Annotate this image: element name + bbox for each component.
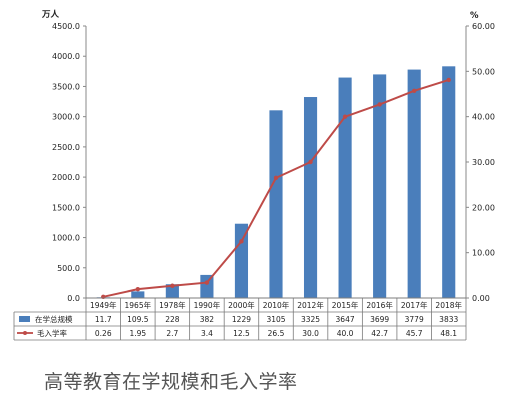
rate-value-cell: 3.4: [201, 329, 213, 338]
right-axis-unit: %: [470, 11, 479, 21]
right-axis-tick-label: 40.00: [472, 113, 495, 122]
chart-caption: 高等教育在学规模和毛入学率: [44, 371, 298, 393]
x-axis-category-label: 1978年: [159, 300, 186, 310]
rate-value-cell: 26.5: [268, 329, 285, 338]
bar-value-cell: 11.7: [95, 315, 112, 324]
rate-value-cell: 30.0: [302, 329, 319, 338]
x-axis-category-label: 2012年: [297, 300, 324, 310]
rate-value-cell: 2.7: [166, 329, 178, 338]
bar: [165, 284, 179, 298]
bar: [407, 69, 421, 298]
bar: [200, 274, 214, 298]
left-axis-tick-label: 3000.0: [52, 113, 80, 122]
rate-value-cell: 48.1: [440, 329, 457, 338]
bar-value-cell: 3779: [405, 315, 424, 324]
rate-point: [204, 280, 210, 285]
rate-value-cell: 0.26: [95, 329, 112, 338]
rate-value-cell: 40.0: [337, 329, 354, 338]
left-axis-tick-label: 500.0: [57, 264, 80, 273]
x-axis-category-label: 2000年: [228, 300, 255, 310]
right-axis-tick-label: 50.00: [472, 67, 495, 76]
bar: [131, 291, 145, 298]
left-axis-tick-label: 4000.0: [52, 52, 80, 61]
right-axis-tick-label: 10.00: [472, 249, 495, 258]
rate-point: [411, 88, 417, 94]
left-axis-tick-label: 2000.0: [52, 173, 80, 182]
right-axis-tick-label: 20.00: [472, 203, 495, 212]
legend-line-marker: [23, 331, 27, 335]
bar-value-cell: 3325: [301, 315, 320, 324]
x-axis-category-label: 2015年: [332, 300, 359, 310]
rate-point: [342, 114, 348, 119]
bar-value-cell: 109.5: [127, 315, 149, 324]
x-axis-category-label: 1990年: [194, 300, 221, 310]
legend-bar-swatch: [19, 316, 30, 322]
bar: [269, 110, 283, 298]
rate-point: [170, 283, 175, 288]
bar: [338, 77, 352, 298]
rate-point: [446, 77, 451, 83]
rate-point: [377, 102, 382, 107]
left-axis-tick-label: 2500.0: [52, 143, 80, 152]
bar-value-cell: 3647: [336, 315, 355, 324]
right-axis-tick-label: 60.00: [472, 22, 495, 31]
rate-value-cell: 1.95: [129, 329, 146, 338]
left-axis-tick-label: 3500.0: [52, 82, 80, 91]
bar-value-cell: 1229: [232, 315, 251, 324]
left-axis-tick-label: 1000.0: [52, 234, 80, 243]
x-axis-category-label: 1965年: [125, 300, 152, 310]
right-axis-tick-label: 0.00: [472, 294, 490, 303]
bar-value-cell: 3105: [266, 315, 285, 324]
rate-value-cell: 45.7: [406, 329, 423, 338]
legend-line-label: 毛入学率: [37, 328, 67, 338]
left-axis-unit: 万人: [41, 9, 60, 20]
rate-value-cell: 42.7: [371, 329, 388, 338]
x-axis-category-label: 2017年: [401, 300, 428, 310]
chart: 万人 % 0.0 500.0 1000.0 1500.0 2000.0 2500.0 3000.…: [13, 9, 495, 341]
bar: [234, 223, 249, 298]
bar: [442, 66, 456, 299]
bar-value-cell: 382: [200, 315, 215, 324]
rate-point: [135, 286, 141, 292]
rate-point: [273, 175, 279, 181]
right-axis-tick-label: 30.00: [472, 158, 495, 167]
bar: [303, 97, 318, 299]
bar-value-cell: 3699: [370, 315, 389, 324]
x-axis-category-label: 1949年: [90, 300, 117, 310]
rate-point: [308, 159, 313, 165]
left-axis-tick-label: 0.0: [67, 294, 80, 303]
left-axis-tick-label: 4500.0: [52, 22, 80, 31]
x-axis-category-label: 2010年: [263, 300, 290, 310]
rate-value-cell: 12.5: [233, 329, 250, 338]
bar-value-cell: 3833: [439, 315, 458, 324]
x-axis-category-label: 2018年: [435, 300, 462, 310]
legend-bar-label: 在学总规模: [35, 314, 73, 324]
bar-value-cell: 228: [165, 315, 180, 324]
left-axis-tick-label: 1500.0: [52, 203, 80, 212]
x-axis-category-label: 2016年: [366, 300, 393, 310]
bar: [373, 74, 387, 298]
rate-point: [239, 239, 244, 244]
